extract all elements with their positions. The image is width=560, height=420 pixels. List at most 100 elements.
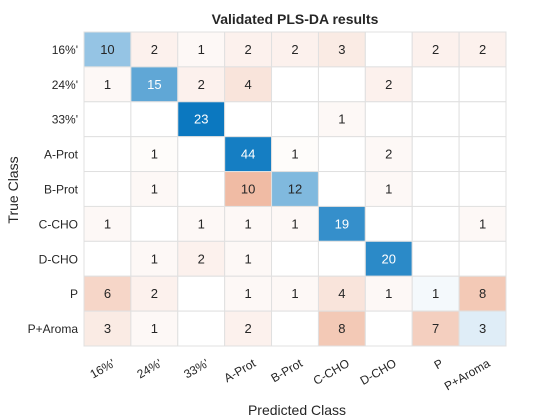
heatmap-cell (177, 205, 226, 242)
cell-value-label: 1 (244, 216, 251, 231)
heatmap-cell (317, 310, 366, 347)
row-tick-label: P+Aroma (28, 322, 79, 336)
heatmap-cell (83, 205, 132, 242)
heatmap-cell (224, 66, 273, 103)
column-tick-label: 24%' (134, 356, 164, 381)
heatmap-cell (364, 136, 413, 173)
cell-value-label: 2 (291, 42, 298, 57)
cell-value-label: 23 (194, 112, 208, 127)
heatmap-cell (83, 171, 132, 207)
column-tick-labels: 16%' 24%' 33%' A-Prot B-Prot C-CHO D-CHO PP+Aro… (88, 356, 493, 394)
heatmap-cell (130, 31, 179, 68)
heatmap-cell (317, 66, 366, 103)
heatmap-cell (411, 136, 460, 173)
heatmap-cell (317, 101, 366, 138)
heatmap-cell (458, 136, 507, 173)
cell-value-label: 1 (385, 286, 392, 301)
heatmap-cell (364, 31, 413, 68)
heatmap-cell (364, 275, 413, 312)
cell-value-label: 1 (291, 147, 298, 162)
cell-value-label: 15 (147, 77, 161, 92)
cell-value-label: 10 (100, 42, 114, 57)
cell-value-label: 2 (198, 77, 205, 92)
heatmap-cell (458, 31, 507, 68)
cell-value-label: 2 (244, 42, 251, 57)
cell-value-label: 1 (244, 251, 251, 266)
cell-value-label: 44 (241, 147, 255, 162)
column-tick-label: 33%' (181, 356, 211, 381)
heatmap-cell (130, 310, 179, 347)
heatmap-cell (458, 310, 507, 347)
heatmap-cell (317, 240, 366, 277)
cell-value-label: 1 (479, 216, 486, 231)
heatmap-cell (271, 136, 319, 173)
heatmap-cell (224, 310, 273, 347)
column-tick-label: 16%' (88, 356, 118, 381)
heatmap-cell (364, 205, 413, 242)
heatmap-cell (458, 66, 507, 103)
heatmap-cell (458, 205, 507, 242)
cell-value-label: 2 (151, 286, 158, 301)
column-tick-label: A-Prot (222, 356, 259, 385)
cell-value-label: 1 (151, 321, 158, 336)
cell-value-label: 1 (291, 286, 298, 301)
cell-value-label: 20 (382, 251, 396, 266)
row-tick-label: 33%' (52, 113, 78, 127)
heatmap-cell (83, 136, 132, 173)
heatmap-cell (364, 310, 413, 347)
row-tick-label: C-CHO (39, 217, 78, 231)
cell-value-label: 19 (335, 216, 349, 231)
cell-value-label: 3 (479, 321, 486, 336)
heatmap-cell (83, 66, 132, 103)
row-tick-labels: 16%' 24%' 33%' A-Prot B-Prot C-CHO D-CHO P P+Aro… (28, 43, 79, 336)
cell-value-label: 2 (151, 42, 158, 57)
y-axis-label: True Class (5, 156, 21, 223)
cell-value-label: 3 (104, 321, 111, 336)
heatmap-cell (317, 275, 366, 312)
row-tick-label: P (70, 287, 78, 301)
heatmap-cell (271, 240, 319, 277)
cell-value-label: 1 (104, 216, 111, 231)
cell-value-label: 2 (244, 321, 251, 336)
cell-value-label: 1 (432, 286, 439, 301)
row-tick-label: A-Prot (44, 148, 79, 162)
cell-value-label: 7 (432, 321, 439, 336)
heatmap-cell (411, 240, 460, 277)
heatmap-cell (224, 171, 273, 207)
heatmap-cell (364, 171, 413, 207)
cell-value-label: 1 (244, 286, 251, 301)
x-axis-label: Predicted Class (248, 402, 346, 418)
cell-value-label: 1 (104, 77, 111, 92)
heatmap-cell (224, 136, 273, 173)
cell-value-label: 1 (198, 42, 205, 57)
heatmap-cell (271, 171, 319, 207)
cell-value-label: 2 (432, 42, 439, 57)
cell-value-label: 8 (338, 321, 345, 336)
heatmap-cell (177, 31, 226, 68)
cell-value-label: 6 (104, 286, 111, 301)
heatmap-cell (177, 310, 226, 347)
cell-value-label: 1 (151, 251, 158, 266)
column-tick-label: D-CHO (358, 356, 399, 388)
heatmap-cell (458, 240, 507, 277)
heatmap-cell (271, 101, 319, 138)
heatmap-cell (411, 205, 460, 242)
cell-value-label: 1 (151, 182, 158, 197)
cell-value-label: 8 (479, 286, 486, 301)
heatmap-cell (130, 101, 179, 138)
heatmap-cell (411, 310, 460, 347)
heatmap-cell (458, 171, 507, 207)
heatmap-cell (177, 101, 226, 138)
cell-value-label: 1 (198, 216, 205, 231)
heatmap-cell (177, 275, 226, 312)
heatmap-cell (130, 240, 179, 277)
cell-value-label: 4 (244, 77, 251, 92)
column-tick-label: P (432, 356, 446, 372)
column-tick-label: C-CHO (311, 356, 352, 388)
chart-title: Validated PLS-DA results (212, 11, 379, 27)
cell-value-label: 1 (385, 182, 392, 197)
heatmap-cell (411, 101, 460, 138)
cell-value-label: 1 (151, 147, 158, 162)
cell-value-label: 12 (288, 182, 302, 197)
heatmap-cell (130, 66, 179, 103)
